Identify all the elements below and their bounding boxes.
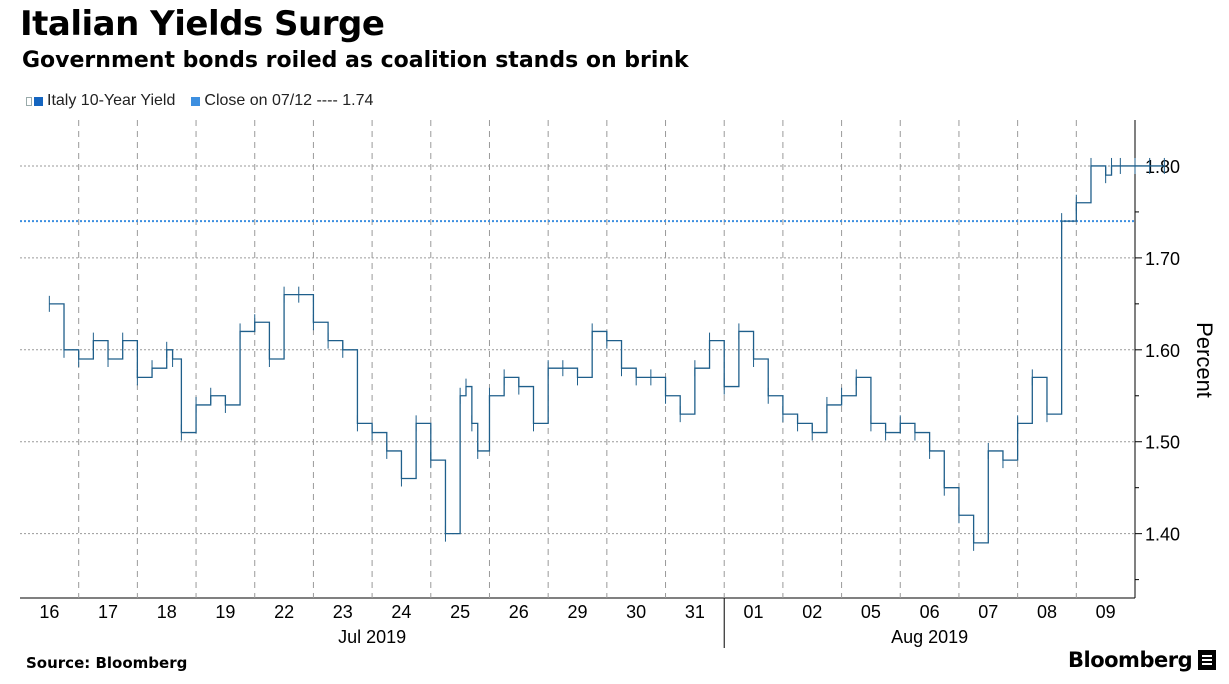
y-tick-label: 1.70 [1145, 249, 1180, 269]
terminal-icon [1198, 650, 1217, 670]
x-tick-label: 16 [39, 602, 59, 622]
x-tick-label: 26 [509, 602, 529, 622]
month-label: Aug 2019 [891, 627, 968, 647]
month-label: Jul 2019 [338, 627, 406, 647]
brand-logo: Bloomberg [1068, 648, 1217, 672]
legend-series-label: Italy 10-Year Yield [47, 92, 176, 109]
x-tick-label: 08 [1037, 602, 1057, 622]
y-tick-label: 1.60 [1145, 341, 1180, 361]
y-tick-label: 1.50 [1145, 433, 1180, 453]
legend-close-label: Close on 07/12 ---- 1.74 [204, 92, 374, 109]
x-tick-label: 30 [626, 602, 646, 622]
y-tick-label: 1.80 [1145, 157, 1180, 177]
x-tick-label: 02 [802, 602, 822, 622]
x-tick-label: 19 [215, 602, 235, 622]
y-axis-label: Percent [1192, 322, 1217, 398]
legend-series: Italy 10-Year Yield [26, 92, 175, 110]
series-swatch [34, 96, 43, 106]
x-tick-label: 06 [920, 602, 940, 622]
close-line-swatch [191, 96, 201, 106]
brand-name: Bloomberg [1068, 648, 1193, 672]
x-tick-label: 01 [744, 602, 764, 622]
x-tick-label: 29 [567, 602, 587, 622]
x-tick-label: 18 [157, 602, 177, 622]
chart-legend: Italy 10-Year Yield Close on 07/12 ---- … [26, 92, 389, 110]
y-tick-label: 1.40 [1145, 525, 1180, 545]
x-tick-label: 05 [861, 602, 881, 622]
chart-subtitle: Government bonds roiled as coalition sta… [22, 48, 689, 73]
x-tick-label: 09 [1096, 602, 1116, 622]
x-tick-label: 22 [274, 602, 294, 622]
ohlc-bar-icon [26, 96, 32, 106]
source-note: Source: Bloomberg [26, 654, 188, 672]
x-tick-label: 07 [978, 602, 998, 622]
chart-title: Italian Yields Surge [20, 4, 385, 44]
legend-close: Close on 07/12 ---- 1.74 [191, 92, 373, 110]
x-tick-label: 23 [333, 602, 353, 622]
x-tick-label: 24 [391, 602, 411, 622]
x-tick-label: 31 [685, 602, 705, 622]
x-tick-label: 17 [98, 602, 118, 622]
x-tick-label: 25 [450, 602, 470, 622]
